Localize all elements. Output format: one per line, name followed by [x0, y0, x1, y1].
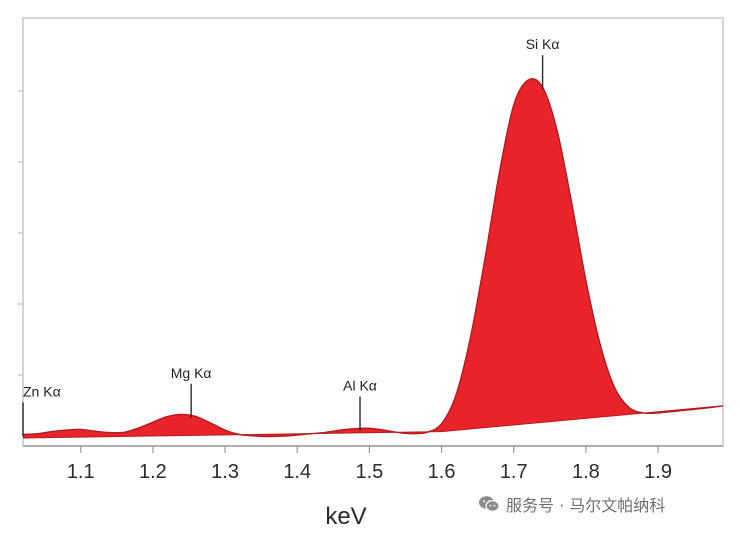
y-axis-ticks	[18, 90, 23, 376]
x-tick-label: 1.3	[211, 461, 239, 483]
x-tick-label: 1.9	[644, 461, 672, 483]
peak-markers: Zn Kα Mg Kα Al Kα Si Kα	[22, 36, 560, 437]
peak-label: Si Kα	[526, 36, 560, 52]
watermark: 服务号 · 马尔文帕纳科	[478, 492, 665, 516]
x-tick-label: 1.8	[572, 461, 600, 483]
peak-label: Zn Kα	[23, 383, 61, 399]
x-tick-label: 1.2	[139, 461, 167, 483]
peak-label: Al Kα	[343, 378, 377, 394]
x-axis-title: keV	[325, 503, 366, 530]
spectrum-area	[23, 78, 723, 439]
x-tick-label: 1.4	[283, 461, 311, 483]
background-baseline	[22, 405, 724, 439]
x-tick-label: 1.1	[67, 461, 95, 483]
x-tick-label: 1.6	[428, 461, 456, 483]
x-axis-ticks: 1.1 1.2 1.3 1.4 1.5 1.6 1.7 1.8 1.9	[67, 446, 672, 483]
wechat-icon	[479, 496, 500, 512]
watermark-text: 服务号 · 马尔文帕纳科	[506, 496, 666, 515]
x-tick-label: 1.7	[500, 461, 528, 483]
peak-label: Mg Kα	[171, 365, 212, 381]
spectrum-outline	[22, 77, 724, 438]
x-tick-label: 1.5	[355, 461, 383, 483]
